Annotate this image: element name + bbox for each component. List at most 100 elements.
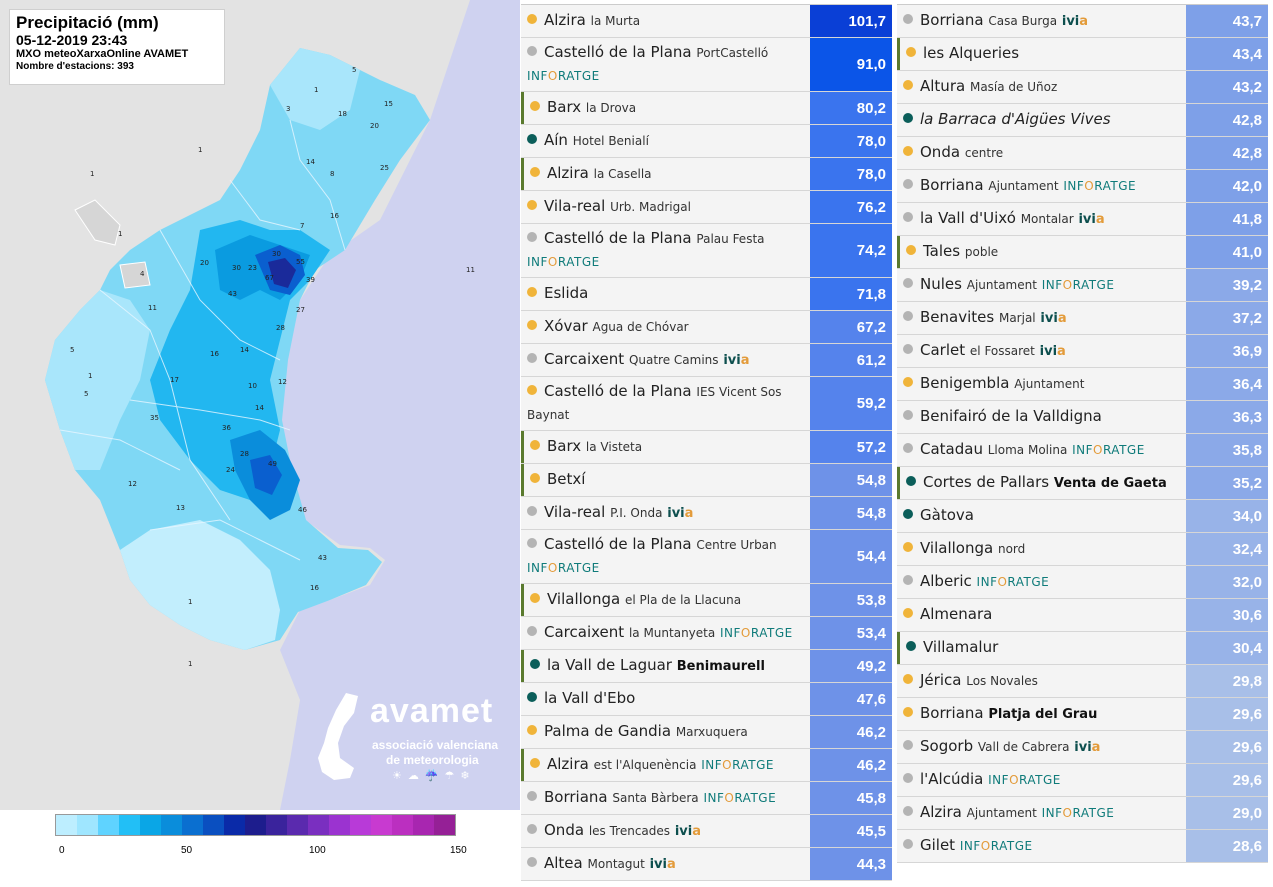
station-location: la Visteta	[585, 440, 643, 454]
station-name-cell: Aín Hotel Benialí	[521, 125, 810, 157]
station-row[interactable]: la Vall de Laguar Benimaurell 49,2	[521, 650, 892, 683]
station-row[interactable]: Altura Masía de Uñoz 43,2	[897, 71, 1268, 104]
station-row[interactable]: Alzira Ajuntament INFORATGE 29,0	[897, 797, 1268, 830]
svg-text:16: 16	[330, 212, 339, 220]
station-row[interactable]: Carcaixent Quatre Camins ivia 61,2	[521, 344, 892, 377]
station-municipality: Benigembla	[920, 374, 1010, 392]
station-municipality: Onda	[920, 143, 961, 161]
station-name-cell: la Vall de Laguar Benimaurell	[521, 650, 810, 682]
station-row[interactable]: Gilet INFORATGE 28,6	[897, 830, 1268, 863]
station-row[interactable]: la Barraca d'Aigües Vives 42,8	[897, 104, 1268, 137]
station-row[interactable]: Xóvar Agua de Chóvar 67,2	[521, 311, 892, 344]
station-row[interactable]: Borriana Casa Burga ivia 43,7	[897, 5, 1268, 38]
station-row[interactable]: Barx la Drova 80,2	[521, 92, 892, 125]
station-row[interactable]: Alberic INFORATGE 32,0	[897, 566, 1268, 599]
network-dot-icon	[527, 320, 537, 330]
station-row[interactable]: Borriana Santa Bàrbera INFORATGE 45,8	[521, 782, 892, 815]
network-dot-icon	[527, 824, 537, 834]
station-row[interactable]: Castelló de la Plana Palau Festa INFORAT…	[521, 224, 892, 278]
ivia-network-label: ivia	[1040, 311, 1067, 326]
network-dot-icon	[527, 200, 537, 210]
station-name-cell: Borriana Santa Bàrbera INFORATGE	[521, 782, 810, 814]
station-row[interactable]: Gàtova 34,0	[897, 500, 1268, 533]
station-row[interactable]: Jérica Los Novales 29,8	[897, 665, 1268, 698]
station-row[interactable]: Borriana Platja del Grau 29,6	[897, 698, 1268, 731]
legend-swatch	[392, 815, 413, 835]
precipitation-value: 42,0	[1186, 170, 1268, 202]
station-row[interactable]: Alzira la Murta 101,7	[521, 5, 892, 38]
station-row[interactable]: Eslida 71,8	[521, 278, 892, 311]
station-row[interactable]: la Vall d'Uixó Montalar ivia 41,8	[897, 203, 1268, 236]
precipitation-value: 42,8	[1186, 137, 1268, 169]
precipitation-value: 36,4	[1186, 368, 1268, 400]
precipitation-value: 91,0	[810, 38, 892, 91]
station-row[interactable]: les Alqueries 43,4	[897, 38, 1268, 71]
station-row[interactable]: Nules Ajuntament INFORATGE 39,2	[897, 269, 1268, 302]
svg-text:36: 36	[222, 424, 231, 432]
station-row[interactable]: Castelló de la Plana PortCastelló INFORA…	[521, 38, 892, 92]
station-row[interactable]: Catadau Lloma Molina INFORATGE 35,8	[897, 434, 1268, 467]
station-name-cell: Barx la Drova	[521, 92, 810, 124]
svg-text:16: 16	[210, 350, 219, 358]
station-location: la Drova	[585, 101, 637, 115]
precipitation-value: 30,6	[1186, 599, 1268, 631]
station-row[interactable]: Altea Montagut ivia 44,3	[521, 848, 892, 881]
inforatge-network-label: INFORATGE	[988, 773, 1061, 787]
station-row[interactable]: Vila-real P.I. Onda ivia 54,8	[521, 497, 892, 530]
station-row[interactable]: Palma de Gandia Marxuquera 46,2	[521, 716, 892, 749]
station-row[interactable]: Alzira est l'Alquenència INFORATGE 46,2	[521, 749, 892, 782]
station-name-cell: Alzira la Murta	[521, 5, 810, 37]
station-row[interactable]: Benavites Marjal ivia 37,2	[897, 302, 1268, 335]
station-row[interactable]: Almenara 30,6	[897, 599, 1268, 632]
station-row[interactable]: Carcaixent la Muntanyeta INFORATGE 53,4	[521, 617, 892, 650]
station-municipality: la Vall de Laguar	[547, 656, 672, 674]
svg-text:25: 25	[380, 164, 389, 172]
station-name-cell: Castelló de la Plana Centre Urban INFORA…	[521, 530, 810, 583]
legend-swatch	[371, 815, 392, 835]
station-row[interactable]: Cortes de Pallars Venta de Gaeta 35,2	[897, 467, 1268, 500]
station-row[interactable]: l'Alcúdia INFORATGE 29,6	[897, 764, 1268, 797]
network-dot-icon	[903, 443, 913, 453]
station-municipality: Betxí	[547, 470, 586, 488]
svg-text:11: 11	[148, 304, 157, 312]
station-row[interactable]: Borriana Ajuntament INFORATGE 42,0	[897, 170, 1268, 203]
legend-swatch	[182, 815, 203, 835]
network-dot-icon	[527, 506, 537, 516]
precipitation-value: 59,2	[810, 377, 892, 430]
inland-island-2	[119, 261, 151, 289]
station-name-cell: Castelló de la Plana Palau Festa INFORAT…	[521, 224, 810, 277]
station-municipality: Palma de Gandia	[544, 722, 672, 740]
region-south-light	[120, 520, 280, 650]
station-name-cell: Altea Montagut ivia	[521, 848, 810, 880]
station-row[interactable]: Vilallonga nord 32,4	[897, 533, 1268, 566]
ivia-network-label: ivia	[1061, 14, 1089, 29]
svg-text:46: 46	[298, 506, 307, 514]
station-row[interactable]: Benifairó de la Valldigna 36,3	[897, 401, 1268, 434]
station-row[interactable]: Onda centre 42,8	[897, 137, 1268, 170]
station-row[interactable]: Benigembla Ajuntament 36,4	[897, 368, 1268, 401]
station-row[interactable]: Tales poble 41,0	[897, 236, 1268, 269]
station-row[interactable]: Castelló de la Plana IES Vicent Sos Bayn…	[521, 377, 892, 431]
station-row[interactable]: Alzira la Casella 78,0	[521, 158, 892, 191]
network-dot-icon	[903, 707, 913, 717]
station-row[interactable]: la Vall d'Ebo 47,6	[521, 683, 892, 716]
svg-text:30: 30	[232, 264, 241, 272]
station-row[interactable]: Carlet el Fossaret ivia 36,9	[897, 335, 1268, 368]
station-row[interactable]: Onda les Trencades ivia 45,5	[521, 815, 892, 848]
inforatge-network-label: INFORATGE	[959, 839, 1033, 853]
station-row[interactable]: Castelló de la Plana Centre Urban INFORA…	[521, 530, 892, 584]
station-row[interactable]: Sogorb Vall de Cabrera ivia 29,6	[897, 731, 1268, 764]
legend-tick-100: 100	[309, 845, 326, 856]
station-row[interactable]: Betxí 54,8	[521, 464, 892, 497]
station-row[interactable]: Vila-real Urb. Madrigal 76,2	[521, 191, 892, 224]
station-row[interactable]: Vilallonga el Pla de la Llacuna 53,8	[521, 584, 892, 617]
station-row[interactable]: Barx la Visteta 57,2	[521, 431, 892, 464]
station-municipality: Borriana	[544, 788, 608, 806]
station-name-cell: Jérica Los Novales	[897, 665, 1186, 697]
station-row[interactable]: Aín Hotel Benialí 78,0	[521, 125, 892, 158]
station-row[interactable]: Villamalur 30,4	[897, 632, 1268, 665]
region-north-light	[270, 48, 360, 130]
network-dot-icon	[527, 287, 537, 297]
